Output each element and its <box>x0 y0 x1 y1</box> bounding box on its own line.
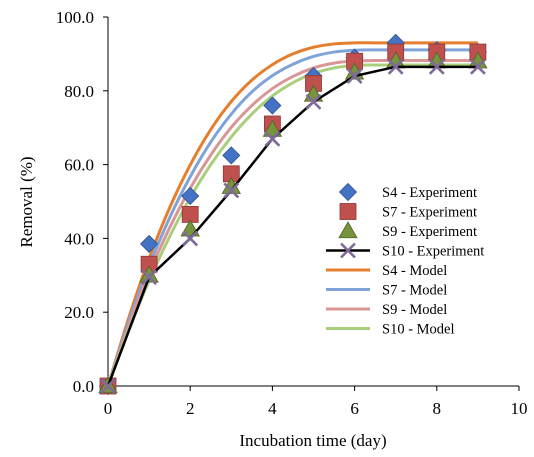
data-point-s9 <box>262 119 283 137</box>
data-point-s4 <box>140 234 159 254</box>
model-line-s9 <box>106 59 478 387</box>
y-tick-label: 60.0 <box>64 156 94 175</box>
legend-label-s7-experiment: S7 - Experiment <box>382 205 477 221</box>
model-line-s4 <box>106 41 478 387</box>
model-curves <box>106 41 478 387</box>
x-axis-title: Incubation time (day) <box>239 431 386 450</box>
data-point-s4 <box>181 186 200 206</box>
legend-marker-s9-experiment <box>338 221 358 239</box>
data-point-s10 <box>346 68 363 84</box>
data-point-s10 <box>182 230 199 247</box>
legend-label-s10-model: S10 - Model <box>382 322 455 338</box>
y-tick-label: 40.0 <box>64 229 94 248</box>
legend-label-s9-model: S9 - Model <box>382 302 447 318</box>
model-line-s10 <box>106 63 478 387</box>
legend: S4 - Experiment S7 - Experiment S9 - Exper… <box>326 182 484 338</box>
legend-label-s7-model: S7 - Model <box>382 283 447 299</box>
y-tick-label: 80.0 <box>64 82 94 101</box>
y-tick-label: 100.0 <box>56 8 94 27</box>
x-tick-label: 10 <box>511 399 528 418</box>
x-tick-label: 8 <box>433 399 442 418</box>
x-tick-label: 6 <box>350 399 359 418</box>
experiment-markers <box>98 33 488 396</box>
legend-label-s10-experiment: S10 - Experiment <box>382 244 484 260</box>
data-point-s4 <box>263 96 282 115</box>
data-point-s10 <box>305 93 322 110</box>
x-tick-label: 2 <box>186 399 195 418</box>
y-axis-title: Removal (%) <box>17 156 36 247</box>
data-point-s10 <box>100 378 116 394</box>
legend-marker-s7-experiment <box>339 203 357 220</box>
data-point-s10 <box>469 58 486 75</box>
data-point-s4 <box>222 146 241 165</box>
data-point-s10 <box>387 58 404 75</box>
data-point-s10 <box>428 58 445 75</box>
tick-marks <box>103 16 520 391</box>
legend-label-s4-model: S4 - Model <box>382 263 447 279</box>
legend-label-s9-experiment: S9 - Experiment <box>382 224 477 240</box>
data-point-s10 <box>141 269 158 286</box>
y-tick-label: 0.0 <box>73 377 94 396</box>
legend-label-s4-experiment: S4 - Experiment <box>382 185 477 201</box>
axes <box>107 17 519 387</box>
model-line-s7 <box>106 48 478 387</box>
y-tick-label: 20.0 <box>64 303 94 322</box>
legend-marker-s4-experiment <box>338 182 358 202</box>
x-tick-label: 4 <box>268 399 277 418</box>
data-point-s10 <box>223 182 240 199</box>
data-point-s10 <box>264 130 281 147</box>
legend-marker-s10-experiment <box>340 242 356 259</box>
experiment-line-s10 <box>106 65 478 387</box>
x-tick-label: 0 <box>104 399 113 418</box>
